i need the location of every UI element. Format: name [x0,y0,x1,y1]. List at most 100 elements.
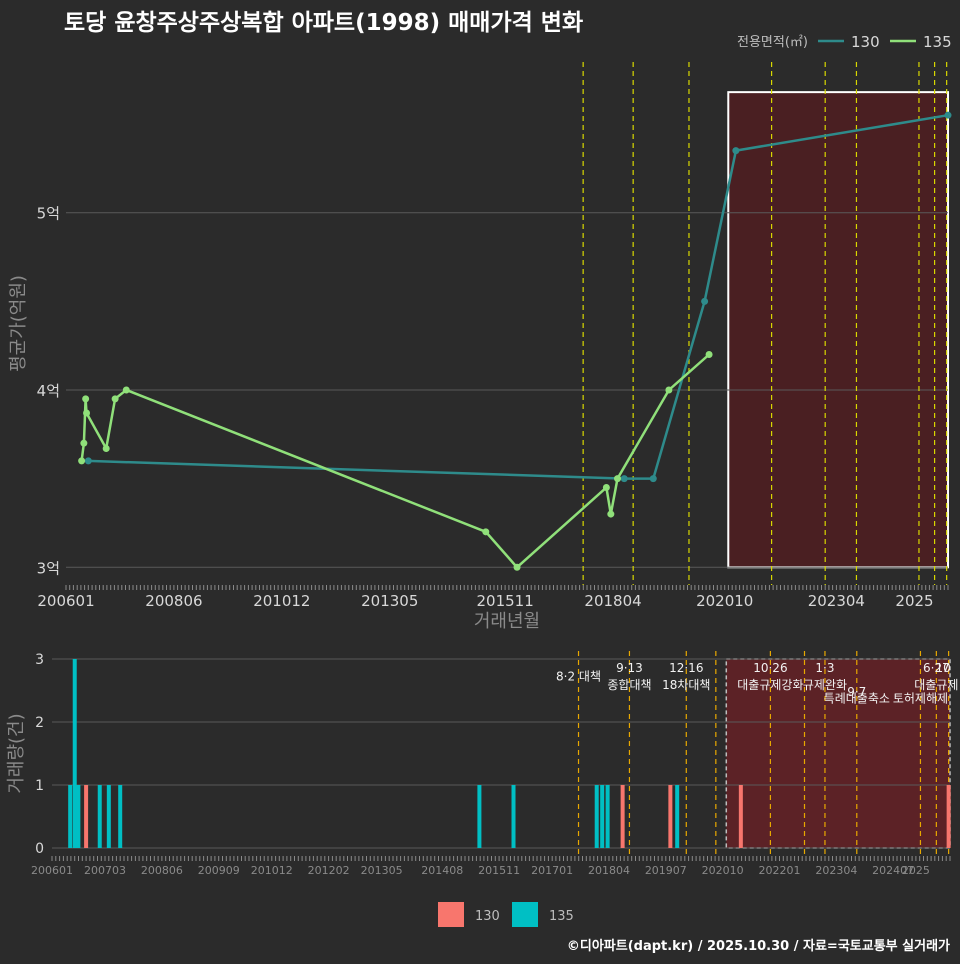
y-tick-label-lower: 1 [35,778,44,794]
x-tick-label: 201804 [584,592,641,610]
series-135-point [607,510,615,518]
legend-swatch-bar-135 [512,902,538,927]
legend-title: 전용면적(㎡) [737,35,808,50]
x-tick-label: 200806 [145,592,202,610]
bar-135 [511,785,516,848]
series-130-point [84,457,92,465]
bar-135 [72,659,77,848]
x-tick-label: 202010 [696,592,753,610]
policy-label: 1·3 [815,661,834,675]
series-130-point [944,111,952,119]
x-tick-label-lower: 202010 [702,864,744,877]
bar-135 [97,785,102,848]
policy-label: 규제완화 [803,678,847,692]
policy-label: 대출규제 [914,678,958,692]
bar-130 [84,785,89,848]
policy-label: 특례대출축소 [824,692,890,706]
x-axis-label: 거래년월 [474,611,540,632]
series-135-point [111,395,119,403]
bar-130 [946,785,951,848]
y-tick-label: 5억 [37,205,60,223]
policy-label: 종합대책 [607,677,651,692]
series-130-point [732,147,740,155]
x-tick-label-lower: 200601 [31,864,73,877]
y-axis-label: 평균가(억원) [8,275,29,372]
bar-135 [594,785,599,848]
x-tick-label-lower: 201804 [588,864,630,877]
legend-label-bar-130: 130 [475,909,500,924]
x-tick-label-lower: 202304 [815,864,857,877]
y-tick-label-lower: 3 [35,652,44,668]
x-tick-label: 201012 [253,592,310,610]
policy-label: 8·2 대책 [556,669,601,684]
bar-135 [106,785,111,848]
policy-label: 10·26 [753,661,787,675]
y-axis-label-lower: 거래량(건) [6,713,27,793]
x-axis-minor-ticks [65,585,949,590]
x-tick-label-lower: 200806 [141,864,183,877]
bar-135 [118,785,123,848]
series-135-point [482,528,490,536]
x-tick-label-lower: 202201 [758,864,800,877]
legend-swatch-bar-130 [438,902,464,927]
x-tick-label: 2025 [895,592,933,610]
x-tick-label-lower: 201907 [645,864,687,877]
bar-130 [620,785,625,848]
policy-label: 토허제해제 [893,692,948,706]
series-135-line [80,353,710,570]
series-135-point [665,386,673,394]
series-130-line [88,113,949,480]
y-tick-label-lower: 0 [35,841,44,857]
series-135-point [614,475,622,483]
x-tick-label: 201305 [361,592,418,610]
legend-label-135: 135 [923,33,952,51]
x-tick-label-lower: 201408 [421,864,463,877]
x-tick-label-lower: 201012 [251,864,293,877]
policy-label: 6·27 [923,661,950,675]
policy-label: 대출규제강화 [737,678,803,692]
bar-135 [605,785,610,848]
policy-label: 12·16 [669,661,703,675]
x-tick-label: 200601 [37,592,94,610]
legend-label-130: 130 [851,33,880,51]
x-tick-label-lower: 200909 [198,864,240,877]
series-135-point [513,563,521,571]
x-tick-label-lower: 202407 [872,864,914,877]
x-tick-label-lower: 201511 [478,864,520,877]
series-135-point [82,395,90,403]
y-tick-label-lower: 2 [35,715,44,731]
series-135-point [602,483,610,491]
policy-label: 10 [936,661,951,675]
credit-text: ©디아파트(dapt.kr) / 2025.10.30 / 자료=국토교통부 실… [567,938,950,954]
x-tick-label-lower: 2025 [902,864,930,877]
highlight-region-lower [725,658,951,849]
bar-135 [76,785,81,848]
y-tick-label: 3억 [37,559,60,577]
bar-135 [600,785,605,848]
highlight-region [727,91,949,569]
series-135-point [705,351,713,359]
x-tick-label-lower: 200703 [84,864,126,877]
bar-135 [477,785,482,848]
x-tick-label-lower: 201305 [361,864,403,877]
bar-135 [675,785,680,848]
series-130-point [620,475,628,483]
series-130-point [701,297,709,305]
legend-label-bar-135: 135 [549,909,574,924]
series-135-point [122,386,130,394]
series-135-point [80,439,88,447]
y-tick-label: 4억 [37,382,60,400]
bar-135 [68,785,73,848]
chart-title: 토당 윤창주상주상복합 아파트(1998) 매매가격 변화 [64,10,583,36]
series-135-point [83,409,91,417]
bar-130 [668,785,673,848]
x-tick-label: 201511 [476,592,533,610]
series-135-point [102,444,110,452]
series-135-point [78,457,86,465]
x-tick-label: 202304 [808,592,865,610]
x-tick-label-lower: 201202 [308,864,350,877]
x-axis-minor-ticks-lower [51,856,951,861]
bar-130 [738,785,743,848]
